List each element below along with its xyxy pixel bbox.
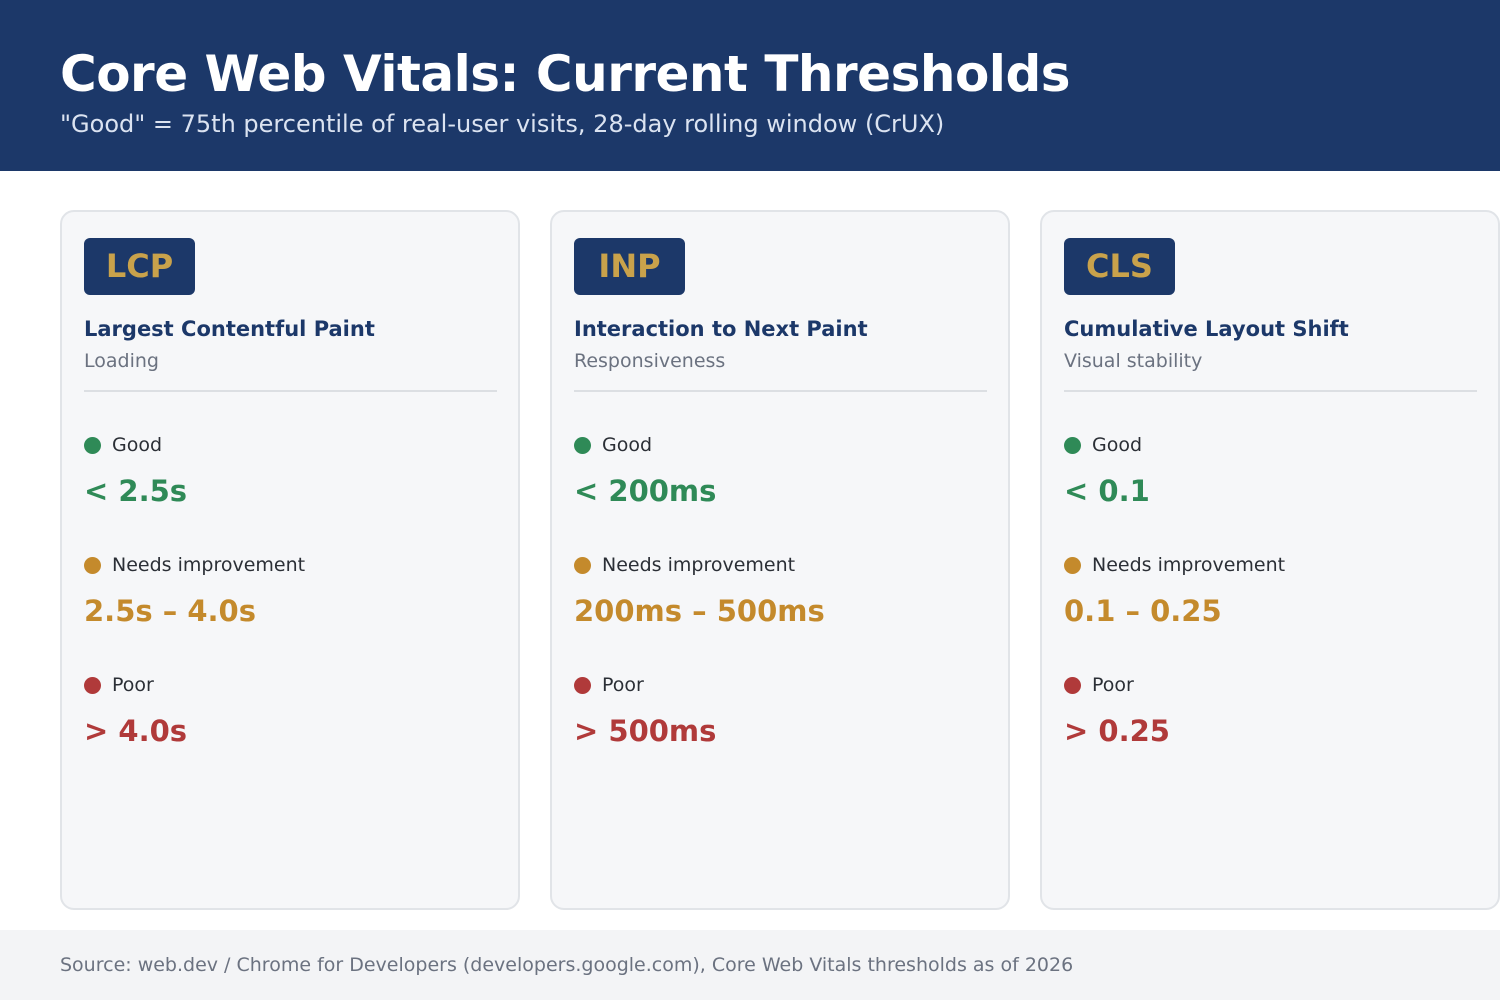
metric-name: Largest Contentful Paint [84, 317, 375, 341]
poor-status-dot-icon [574, 677, 591, 694]
divider [1064, 390, 1477, 392]
metric-name: Interaction to Next Paint [574, 317, 868, 341]
tier-label: Poor [602, 674, 644, 696]
source-note: Source: web.dev / Chrome for Developers … [60, 954, 1074, 976]
metric-name: Cumulative Layout Shift [1064, 317, 1349, 341]
divider [574, 390, 987, 392]
page-footer: Source: web.dev / Chrome for Developers … [0, 930, 1500, 1000]
tier-label: Good [602, 434, 653, 456]
tier-value: 0.1 – 0.25 [1064, 594, 1222, 628]
tier-value: 2.5s – 4.0s [84, 594, 256, 628]
tier-label: Needs improvement [112, 554, 306, 576]
divider [84, 390, 497, 392]
good-status-dot-icon [1064, 437, 1081, 454]
metric-category: Visual stability [1064, 350, 1203, 372]
needs-improvement-status-dot-icon [1064, 557, 1081, 574]
needs-improvement-status-dot-icon [574, 557, 591, 574]
tier-label: Needs improvement [1092, 554, 1286, 576]
needs-improvement-status-dot-icon [84, 557, 101, 574]
page-title: Core Web Vitals: Current Thresholds [60, 45, 1071, 103]
metric-card-cls: CLS Cumulative Layout Shift Visual stabi… [1040, 210, 1500, 910]
tier-label: Needs improvement [602, 554, 796, 576]
tier-value: > 0.25 [1064, 714, 1170, 748]
tier-needs-improvement: Needs improvement 200ms – 500ms [574, 550, 987, 650]
poor-status-dot-icon [84, 677, 101, 694]
metric-badge: CLS [1064, 238, 1175, 295]
tier-poor: Poor > 500ms [574, 670, 987, 770]
metric-card-inp: INP Interaction to Next Paint Responsive… [550, 210, 1010, 910]
tier-good: Good < 2.5s [84, 430, 497, 530]
tier-needs-improvement: Needs improvement 2.5s – 4.0s [84, 550, 497, 650]
poor-status-dot-icon [1064, 677, 1081, 694]
tier-value: > 500ms [574, 714, 717, 748]
metric-badge: INP [574, 238, 685, 295]
tier-value: < 200ms [574, 474, 717, 508]
tier-good: Good < 200ms [574, 430, 987, 530]
tier-label: Poor [1092, 674, 1134, 696]
tier-good: Good < 0.1 [1064, 430, 1477, 530]
tier-value: > 4.0s [84, 714, 188, 748]
metric-card-lcp: LCP Largest Contentful Paint Loading Goo… [60, 210, 520, 910]
tier-needs-improvement: Needs improvement 0.1 – 0.25 [1064, 550, 1477, 650]
good-status-dot-icon [84, 437, 101, 454]
tier-value: < 2.5s [84, 474, 188, 508]
tier-label: Good [1092, 434, 1143, 456]
tier-value: < 0.1 [1064, 474, 1150, 508]
tier-poor: Poor > 4.0s [84, 670, 497, 770]
metric-badge: LCP [84, 238, 195, 295]
tier-poor: Poor > 0.25 [1064, 670, 1477, 770]
metric-category: Loading [84, 350, 159, 372]
tier-value: 200ms – 500ms [574, 594, 825, 628]
metric-category: Responsiveness [574, 350, 726, 372]
good-status-dot-icon [574, 437, 591, 454]
tier-label: Good [112, 434, 163, 456]
page-subtitle: "Good" = 75th percentile of real-user vi… [60, 110, 945, 138]
tier-label: Poor [112, 674, 154, 696]
page-header: Core Web Vitals: Current Thresholds "Goo… [0, 0, 1500, 171]
